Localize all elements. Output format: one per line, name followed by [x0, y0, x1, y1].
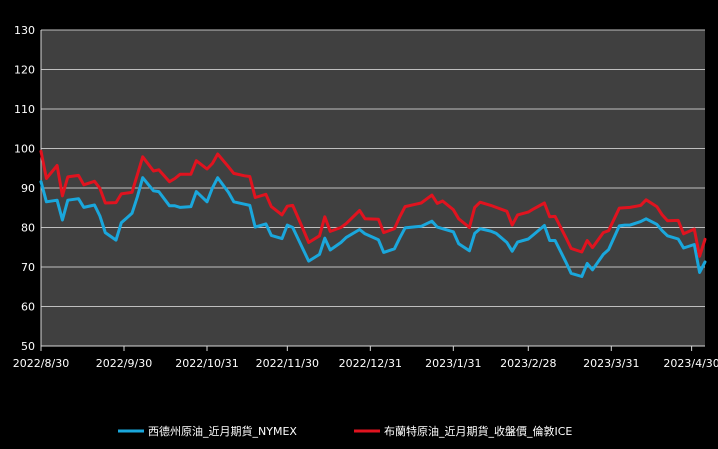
- y-tick-label: 100: [14, 143, 35, 156]
- y-tick-label: 130: [14, 24, 35, 37]
- x-tick-label: 2023/3/31: [583, 357, 639, 370]
- x-tick-label: 2022/12/31: [339, 357, 402, 370]
- series-line-1: [39, 176, 707, 278]
- y-tick-label: 120: [14, 64, 35, 77]
- x-tick-label: 2022/11/30: [256, 357, 319, 370]
- y-tick-label: 80: [21, 222, 35, 235]
- x-tick-label: 2023/2/28: [500, 357, 556, 370]
- y-tick-label: 70: [21, 261, 35, 274]
- series-lines: [39, 149, 707, 278]
- x-tick-label: 2022/8/30: [13, 357, 69, 370]
- y-tick-label: 110: [14, 103, 35, 116]
- y-tick-label: 50: [21, 340, 35, 353]
- series-line-2: [39, 149, 707, 258]
- y-axis-tick-labels: 50 60 70 80 90 100 110 120 130: [14, 24, 35, 353]
- gridlines: [40, 29, 705, 347]
- x-tick-label: 2023/4/30: [663, 357, 718, 370]
- y-tick-label: 90: [21, 182, 35, 195]
- legend-label-2: 布蘭特原油_近月期貨_收盤價_倫敦ICE: [384, 424, 572, 438]
- x-tick-label: 2022/10/31: [175, 357, 238, 370]
- x-axis-tick-labels: 2022/8/30 2022/9/30 2022/10/31 2022/11/30 20…: [13, 346, 718, 370]
- y-tick-label: 60: [21, 301, 35, 314]
- x-tick-label: 2022/9/30: [96, 357, 152, 370]
- legend-label-1: 西德州原油_近月期貨_NYMEX: [148, 424, 297, 438]
- legend: 西德州原油_近月期貨_NYMEX 布蘭特原油_近月期貨_收盤價_倫敦ICE: [118, 424, 572, 438]
- x-tick-label: 2023/1/31: [425, 357, 481, 370]
